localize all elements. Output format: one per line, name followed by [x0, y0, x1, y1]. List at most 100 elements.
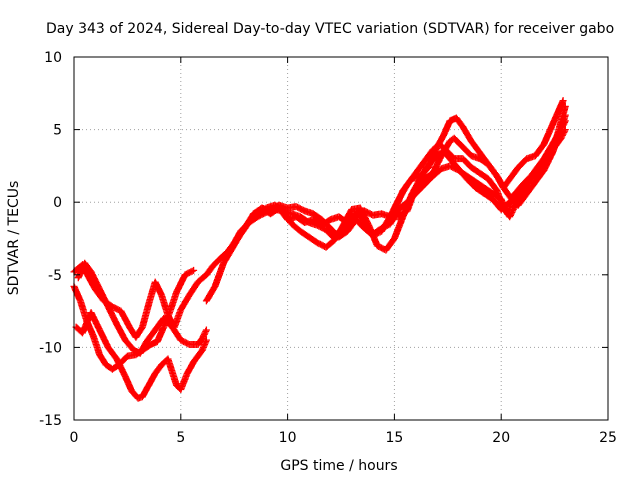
data-point-plus [292, 203, 307, 214]
data-point-plus [506, 165, 521, 183]
y-tick-label: 5 [53, 123, 62, 139]
data-point-plus [115, 353, 130, 369]
data-point-plus [132, 347, 145, 359]
data-point-plus [514, 191, 530, 209]
data-point-plus [198, 327, 210, 343]
data-point-plus [230, 226, 248, 247]
data-point-plus [455, 165, 470, 182]
data-point-plus [190, 266, 198, 274]
data-point-plus [322, 237, 337, 251]
data-point-plus [87, 309, 103, 333]
data-point-plus [173, 272, 188, 296]
series-track-8 [390, 97, 567, 215]
data-point-plus [138, 301, 152, 331]
data-point-plus [514, 156, 530, 171]
data-point-plus [369, 228, 384, 240]
data-point-plus [546, 112, 560, 134]
data-point-plus [181, 267, 196, 279]
data-point-plus [531, 141, 547, 160]
data-point-plus [420, 147, 436, 165]
x-tick-label: 10 [279, 430, 297, 446]
series-track-1 [72, 309, 210, 402]
data-point-plus [89, 332, 103, 357]
data-point-plus [335, 228, 350, 241]
x-tick-label: 20 [492, 430, 510, 446]
x-axis-title: GPS time / hours [280, 458, 397, 474]
x-tick-label: 5 [176, 430, 185, 446]
data-point-plus [220, 246, 235, 267]
data-point-plus [87, 268, 103, 292]
data-point-plus [446, 135, 457, 145]
data-point-plus [296, 227, 312, 240]
data-point-plus [446, 155, 461, 172]
data-point-plus [85, 274, 99, 292]
data-point-plus [194, 336, 205, 348]
data-point-plus [531, 167, 547, 186]
data-point-plus [459, 155, 474, 170]
data-point-plus [425, 144, 441, 171]
axis-ticks: 0 5 10 15 20 25 -15 -10 -5 0 5 10 [39, 50, 617, 446]
data-point-plus [476, 169, 491, 182]
data-point-plus [121, 336, 137, 353]
data-point-plus [506, 206, 517, 221]
data-point-plus [91, 285, 107, 304]
data-point-plus [440, 118, 453, 139]
data-point-plus [416, 164, 431, 180]
data-point-plus [467, 163, 483, 176]
data-point-plus [557, 113, 569, 134]
data-point-plus [433, 133, 447, 151]
data-point-plus [153, 324, 167, 346]
data-point-plus [177, 371, 191, 393]
data-point-plus [96, 351, 109, 368]
data-point-plus [151, 278, 165, 298]
data-point-plus [510, 182, 526, 199]
data-point-plus [164, 355, 180, 388]
data-point-plus [185, 279, 201, 299]
data-point-plus [452, 114, 466, 129]
data-point-plus [113, 320, 129, 343]
data-point-plus [472, 184, 487, 197]
data-point-plus [190, 348, 205, 366]
data-point-plus [145, 371, 158, 389]
data-point-plus [499, 176, 513, 192]
data-point-plus [472, 178, 487, 191]
y-tick-label: -5 [48, 268, 62, 284]
data-point-plus [288, 220, 303, 234]
data-point-plus [519, 173, 534, 189]
data-point-plus [484, 160, 500, 179]
data-point-plus [476, 149, 491, 167]
data-point-plus [549, 127, 564, 157]
y-axis-title: SDTVAR / TECUs [6, 181, 22, 296]
data-point-plus [561, 111, 569, 119]
data-point-plus [403, 185, 419, 215]
data-point-plus [399, 176, 415, 195]
data-point-plus [177, 336, 192, 348]
data-point-plus [211, 261, 227, 290]
y-tick-label: -10 [39, 340, 62, 356]
series-track-4 [70, 126, 569, 341]
data-point-plus [437, 139, 453, 160]
data-point-plus [170, 307, 184, 331]
data-point-plus [390, 214, 406, 242]
y-tick-label: -15 [39, 413, 62, 429]
data-point-plus [450, 134, 466, 150]
data-point-plus [523, 179, 538, 197]
data-point-plus [202, 326, 210, 334]
data-point-plus [429, 153, 445, 177]
data-point-plus [117, 307, 133, 330]
data-point-plus [76, 297, 90, 324]
data-point-plus [121, 372, 135, 394]
data-point-plus [241, 211, 257, 232]
data-point-plus [104, 343, 120, 362]
data-points [70, 97, 569, 402]
data-point-plus [132, 324, 146, 341]
data-point-plus [194, 272, 209, 286]
data-point-plus [343, 214, 359, 226]
x-tick-label: 0 [70, 430, 79, 446]
data-point-plus [480, 190, 495, 202]
data-point-plus [108, 303, 124, 314]
chart-title: Day 343 of 2024, Sidereal Day-to-day VTE… [46, 21, 614, 37]
data-point-plus [83, 317, 97, 338]
data-point-plus [484, 175, 500, 193]
data-point-plus [502, 187, 515, 202]
